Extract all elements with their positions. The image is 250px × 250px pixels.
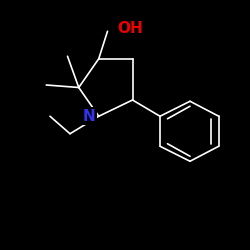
Text: OH: OH bbox=[117, 21, 143, 36]
Text: N: N bbox=[82, 109, 95, 124]
